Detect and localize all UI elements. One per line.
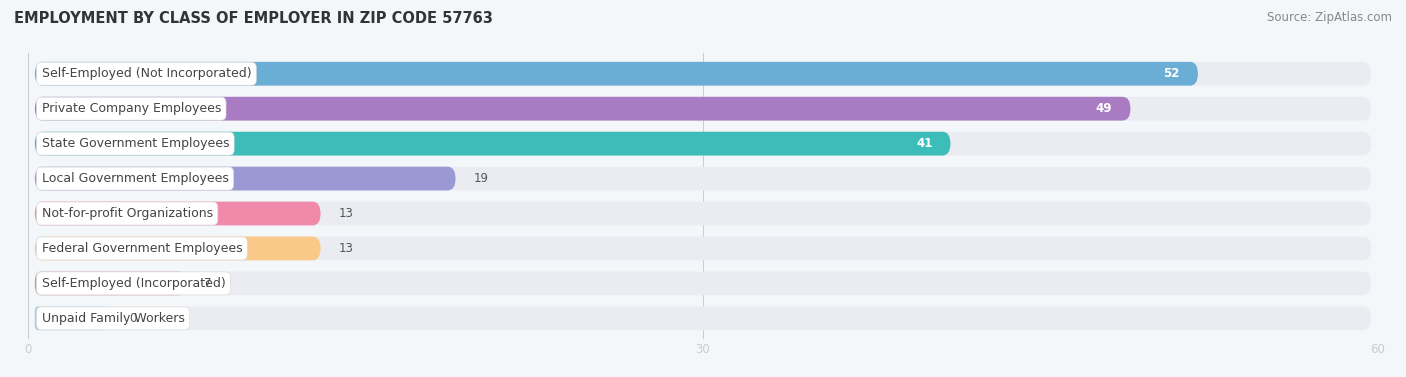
Text: 41: 41 bbox=[917, 137, 932, 150]
FancyBboxPatch shape bbox=[35, 132, 950, 155]
FancyBboxPatch shape bbox=[35, 202, 321, 225]
Text: Unpaid Family Workers: Unpaid Family Workers bbox=[42, 312, 184, 325]
Text: 13: 13 bbox=[339, 242, 353, 255]
FancyBboxPatch shape bbox=[35, 62, 1198, 86]
FancyBboxPatch shape bbox=[35, 97, 1371, 121]
Text: Local Government Employees: Local Government Employees bbox=[42, 172, 229, 185]
FancyBboxPatch shape bbox=[35, 307, 107, 330]
FancyBboxPatch shape bbox=[35, 271, 186, 295]
Text: 49: 49 bbox=[1095, 102, 1112, 115]
FancyBboxPatch shape bbox=[35, 202, 1371, 225]
Text: 7: 7 bbox=[204, 277, 211, 290]
Text: 19: 19 bbox=[474, 172, 488, 185]
Text: EMPLOYMENT BY CLASS OF EMPLOYER IN ZIP CODE 57763: EMPLOYMENT BY CLASS OF EMPLOYER IN ZIP C… bbox=[14, 11, 494, 26]
Text: Self-Employed (Incorporated): Self-Employed (Incorporated) bbox=[42, 277, 225, 290]
Text: 52: 52 bbox=[1164, 67, 1180, 80]
Text: Not-for-profit Organizations: Not-for-profit Organizations bbox=[42, 207, 212, 220]
FancyBboxPatch shape bbox=[35, 167, 456, 190]
Text: Source: ZipAtlas.com: Source: ZipAtlas.com bbox=[1267, 11, 1392, 24]
FancyBboxPatch shape bbox=[35, 271, 1371, 295]
Text: Self-Employed (Not Incorporated): Self-Employed (Not Incorporated) bbox=[42, 67, 252, 80]
Text: 13: 13 bbox=[339, 207, 353, 220]
Text: State Government Employees: State Government Employees bbox=[42, 137, 229, 150]
Text: Private Company Employees: Private Company Employees bbox=[42, 102, 221, 115]
Text: 0: 0 bbox=[129, 312, 136, 325]
FancyBboxPatch shape bbox=[35, 62, 1371, 86]
FancyBboxPatch shape bbox=[35, 132, 1371, 155]
FancyBboxPatch shape bbox=[35, 167, 1371, 190]
FancyBboxPatch shape bbox=[35, 237, 1371, 261]
FancyBboxPatch shape bbox=[35, 237, 321, 261]
FancyBboxPatch shape bbox=[35, 97, 1130, 121]
FancyBboxPatch shape bbox=[35, 307, 1371, 330]
Text: Federal Government Employees: Federal Government Employees bbox=[42, 242, 242, 255]
